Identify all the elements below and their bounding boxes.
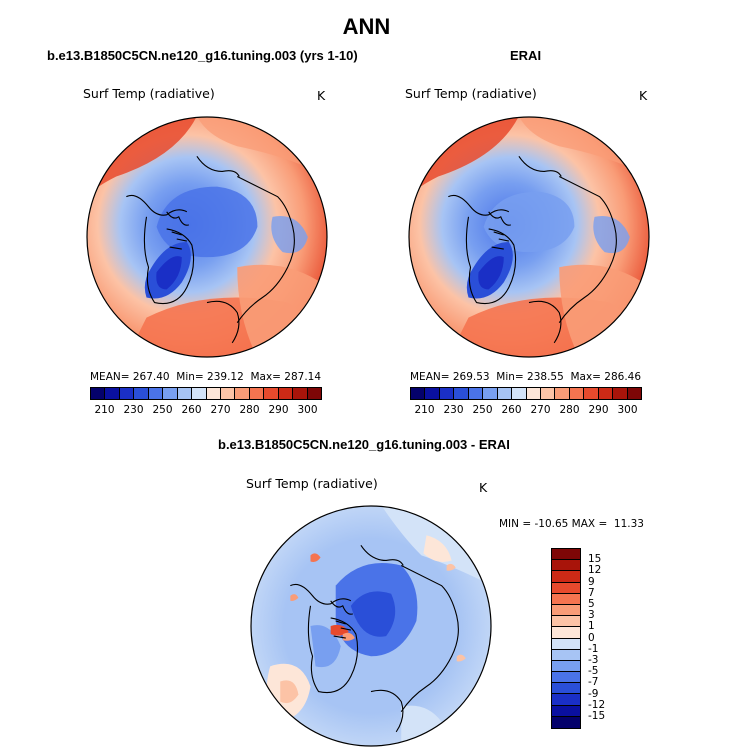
panel-3-variable-label: Surf Temp (radiative) (246, 476, 378, 491)
colorbar-swatch (627, 388, 641, 399)
colorbar-swatch (552, 694, 580, 706)
colorbar-swatch (439, 388, 455, 399)
colorbar-tick-label: 210 (414, 404, 435, 416)
panel-3-colorbar (551, 548, 581, 729)
colorbar-tick-label: 280 (559, 404, 580, 416)
colorbar-swatch (425, 388, 440, 399)
colorbar-swatch (552, 604, 580, 617)
colorbar-tick-label: 250 (472, 404, 493, 416)
colorbar-swatch (177, 388, 193, 399)
panel-2-units-label: K (639, 88, 648, 103)
colorbar-swatch (264, 388, 279, 399)
colorbar-swatch (454, 388, 469, 399)
colorbar-swatch (552, 549, 580, 561)
colorbar-swatch (192, 388, 207, 399)
colorbar-swatch (552, 705, 580, 717)
panel-1-units-label: K (317, 88, 326, 103)
colorbar-swatch (526, 388, 541, 399)
colorbar-tick-label: 250 (152, 404, 173, 416)
colorbar-swatch (134, 388, 149, 399)
colorbar-swatch (540, 388, 556, 399)
panel-1-stats: MEAN= 267.40 Min= 239.12 Max= 287.14 (90, 371, 322, 383)
colorbar-tick-label: -12 (588, 698, 606, 711)
figure-title: ANN (342, 14, 391, 39)
colorbar-tick-label: 300 (297, 404, 318, 416)
colorbar-tick-label: 290 (268, 404, 289, 416)
colorbar-swatch (235, 388, 250, 399)
colorbar-swatch (411, 388, 426, 399)
panel-1-variable-label: Surf Temp (radiative) (83, 86, 215, 101)
colorbar-tick-label: -3 (588, 654, 599, 666)
panel-2-case-title: ERAI (510, 48, 542, 63)
colorbar-tick-label: -9 (588, 687, 599, 700)
colorbar-tick-label: 260 (501, 404, 522, 416)
colorbar-swatch (552, 649, 580, 661)
colorbar-swatch (163, 388, 178, 399)
colorbar-swatch (552, 716, 580, 728)
colorbar-swatch (468, 388, 484, 399)
colorbar-tick-label: -7 (588, 676, 599, 689)
colorbar-tick-label: 5 (588, 598, 595, 610)
panel-3-units-label: K (479, 480, 488, 495)
colorbar-swatch (613, 388, 628, 399)
colorbar-swatch (220, 388, 236, 399)
colorbar-tick-label: 230 (123, 404, 144, 416)
colorbar-swatch (105, 388, 120, 399)
panel-1-case-title: b.e13.B1850C5CN.ne120_g16.tuning.003 (yr… (47, 48, 358, 63)
colorbar-swatch (307, 388, 321, 399)
colorbar-tick-label: 290 (588, 404, 609, 416)
panel-3-polar-map (250, 505, 492, 747)
colorbar-swatch (293, 388, 308, 399)
colorbar-swatch (552, 638, 580, 650)
colorbar-tick-label: 280 (239, 404, 260, 416)
colorbar-tick-label: 0 (588, 631, 595, 644)
colorbar-tick-label: -5 (588, 665, 599, 678)
colorbar-swatch (569, 388, 585, 399)
panel-2-polar-map (408, 116, 650, 358)
colorbar-swatch (552, 627, 580, 639)
colorbar-tick-label: 15 (588, 553, 602, 566)
colorbar-tick-label: 270 (210, 404, 231, 416)
panel-2-colorbar (410, 387, 642, 400)
panel-1-colorbar (90, 387, 322, 400)
colorbar-tick-label: 260 (181, 404, 202, 416)
panel-2-variable-label: Surf Temp (radiative) (405, 86, 537, 101)
colorbar-swatch (552, 683, 580, 695)
colorbar-tick-label: -15 (588, 710, 606, 722)
colorbar-swatch (512, 388, 527, 399)
colorbar-swatch (249, 388, 265, 399)
colorbar-swatch (91, 388, 106, 399)
colorbar-tick-label: 7 (588, 586, 595, 599)
colorbar-tick-label: 300 (617, 404, 638, 416)
colorbar-swatch (552, 616, 580, 628)
panel-3-stats: MIN = -10.65 MAX = 11.33 (499, 518, 644, 530)
colorbar-swatch (119, 388, 135, 399)
colorbar-swatch (552, 571, 580, 583)
colorbar-tick-label: 1 (588, 620, 595, 633)
panel-2-stats: MEAN= 269.53 Min= 238.55 Max= 286.46 (410, 371, 642, 383)
colorbar-tick-label: -1 (588, 642, 599, 655)
colorbar-tick-label: 230 (443, 404, 464, 416)
colorbar-tick-label: 270 (530, 404, 551, 416)
colorbar-tick-label: 3 (588, 609, 595, 622)
colorbar-swatch (148, 388, 164, 399)
colorbar-tick-label: 12 (588, 564, 602, 577)
colorbar-swatch (552, 660, 580, 673)
panel-1-polar-map (86, 116, 328, 358)
colorbar-swatch (278, 388, 294, 399)
colorbar-swatch (552, 672, 580, 684)
colorbar-swatch (206, 388, 221, 399)
colorbar-swatch (552, 582, 580, 594)
panel-3-case-title: b.e13.B1850C5CN.ne120_g16.tuning.003 - E… (218, 437, 510, 452)
colorbar-swatch (552, 560, 580, 572)
colorbar-swatch (552, 593, 580, 605)
colorbar-tick-label: 9 (588, 575, 595, 588)
colorbar-swatch (555, 388, 570, 399)
panel-3-colorbar-ticks: 15 12 9 7 5 3 1 0 -1 -3 -5 -7 -9 -12 -15 (588, 548, 628, 738)
colorbar-swatch (483, 388, 498, 399)
colorbar-tick-label: 210 (94, 404, 115, 416)
colorbar-swatch (497, 388, 513, 399)
colorbar-swatch (584, 388, 599, 399)
colorbar-swatch (598, 388, 614, 399)
